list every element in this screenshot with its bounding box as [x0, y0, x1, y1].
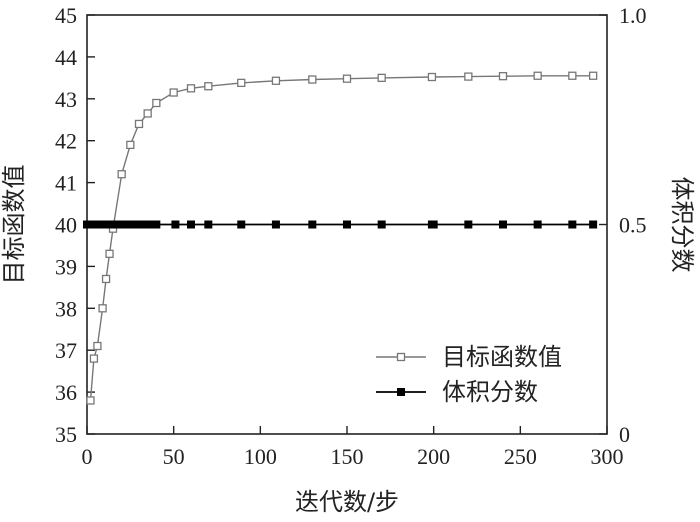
- data-point: [377, 73, 386, 82]
- data-point: [204, 82, 213, 91]
- series-2: [83, 220, 598, 229]
- x-tick-label: 0: [82, 444, 93, 469]
- y-left-tick-label: 36: [55, 380, 77, 405]
- data-point: [152, 98, 161, 108]
- y-right-axis-label: 体积分数: [668, 177, 696, 273]
- y-left-tick-label: 44: [55, 45, 77, 70]
- y-left-tick-label: 39: [55, 254, 77, 279]
- data-point: [498, 72, 508, 81]
- data-point: [126, 140, 135, 150]
- data-point: [204, 220, 213, 229]
- x-tick-label: 150: [331, 444, 364, 469]
- axes: 0 50 100 150 200 250 300 35 36 37 38 39 40 41 42 43 44 45…: [0, 3, 696, 516]
- legend-item-1: 目标函数值: [376, 343, 562, 371]
- x-tick-label: 300: [591, 444, 624, 469]
- legend-marker: [397, 388, 405, 396]
- data-point: [429, 220, 438, 229]
- x-axis-label: 迭代数/步: [295, 488, 399, 516]
- data-point: [589, 220, 598, 229]
- data-point: [308, 220, 317, 229]
- data-point: [86, 396, 95, 405]
- data-point: [171, 220, 180, 229]
- legend-item-2: 体积分数: [376, 378, 538, 406]
- data-point: [499, 220, 507, 229]
- data-point: [568, 220, 577, 229]
- data-point: [89, 354, 99, 363]
- y-right-tick-label: 0.5: [619, 213, 647, 238]
- series-layer: [83, 71, 598, 405]
- data-point: [464, 72, 473, 81]
- x-tick-label: 250: [504, 444, 537, 469]
- data-point: [427, 72, 437, 82]
- y-left-tick-label: 35: [55, 422, 77, 447]
- data-point: [186, 84, 196, 93]
- data-point: [134, 119, 144, 129]
- y-right-tick-label: 1.0: [619, 3, 647, 28]
- data-point: [152, 220, 161, 229]
- data-point: [101, 274, 111, 284]
- y-left-tick-label: 43: [55, 87, 77, 112]
- data-point: [533, 220, 542, 229]
- series-line: [89, 75, 594, 401]
- y-left-axis-label: 目标函数值: [0, 165, 28, 285]
- data-point: [343, 220, 351, 229]
- y-left-tick-label: 41: [55, 171, 77, 196]
- y-left-tick-label: 37: [55, 338, 77, 363]
- x-tick-label: 200: [417, 444, 450, 469]
- data-point: [237, 220, 246, 229]
- data-point: [377, 220, 386, 229]
- legend-label: 体积分数: [442, 378, 538, 406]
- y-left-tick-label: 40: [55, 213, 77, 238]
- data-point: [342, 74, 352, 83]
- x-tick-label: 100: [244, 444, 277, 469]
- data-point: [93, 341, 102, 351]
- data-point: [271, 76, 281, 85]
- data-point: [464, 220, 473, 229]
- data-point: [105, 249, 114, 258]
- data-point: [143, 109, 152, 118]
- data-point: [271, 220, 280, 229]
- series-1: [86, 71, 598, 405]
- legend-label: 目标函数值: [442, 343, 562, 371]
- y-left-tick-label: 45: [55, 3, 77, 28]
- data-point: [117, 170, 126, 179]
- data-point: [588, 71, 598, 80]
- data-point: [98, 304, 107, 313]
- data-point: [237, 78, 246, 88]
- y-left-tick-label: 42: [55, 129, 77, 154]
- x-tick-label: 50: [163, 444, 185, 469]
- data-point: [187, 220, 195, 229]
- y-right-tick-label: 0: [619, 422, 630, 447]
- legend-marker: [396, 352, 406, 362]
- data-point: [533, 71, 542, 80]
- data-point: [568, 71, 577, 80]
- y-left-tick-label: 38: [55, 296, 77, 321]
- data-point: [169, 88, 178, 97]
- data-point: [308, 75, 317, 84]
